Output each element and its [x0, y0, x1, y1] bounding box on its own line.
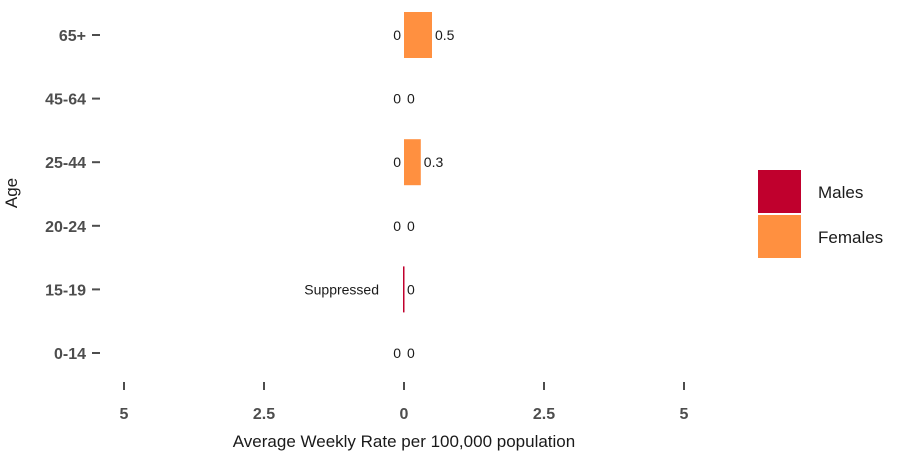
data-label-females: 0.5: [435, 27, 455, 43]
data-label-males: 0: [393, 345, 401, 361]
legend-label-males: Males: [818, 183, 863, 202]
x-tick-label: 0: [400, 406, 409, 423]
y-tick-label: 0-14: [54, 346, 86, 363]
x-tick-label: 2.5: [253, 406, 275, 423]
data-label-males: Suppressed: [304, 281, 379, 297]
legend-swatch-females: [758, 215, 801, 258]
data-label-females: 0.3: [424, 154, 444, 170]
x-axis-title: Average Weekly Rate per 100,000 populati…: [233, 432, 575, 451]
data-label-males: 0: [393, 154, 401, 170]
y-tick-label: 25-44: [45, 155, 86, 172]
data-label-females: 0: [407, 281, 415, 297]
bar-males: [403, 266, 405, 313]
x-tick-label: 5: [680, 406, 689, 423]
y-axis: 0-14 15-19 20-24 25-44 45-64 65+: [45, 28, 100, 363]
data-label-males: 0: [393, 27, 401, 43]
y-axis-title: Age: [2, 178, 21, 208]
y-tick-label: 20-24: [45, 219, 86, 236]
legend-swatch-males: [758, 170, 801, 213]
x-tick-label: 2.5: [533, 406, 555, 423]
data-label-females: 0: [407, 218, 415, 234]
y-tick-label: 45-64: [45, 92, 86, 109]
x-tick-label: 5: [120, 406, 129, 423]
data-label-females: 0: [407, 345, 415, 361]
data-label-males: 0: [393, 91, 401, 107]
data-label-females: 0: [407, 91, 415, 107]
y-tick-label: 65+: [59, 28, 86, 45]
legend: Males Females: [758, 170, 883, 258]
bar-females: [404, 12, 432, 58]
y-tick-label: 15-19: [45, 282, 86, 299]
x-axis: 5 2.5 0 2.5 5: [120, 382, 689, 423]
bar-females: [404, 139, 421, 186]
legend-label-females: Females: [818, 228, 883, 247]
data-label-males: 0: [393, 218, 401, 234]
